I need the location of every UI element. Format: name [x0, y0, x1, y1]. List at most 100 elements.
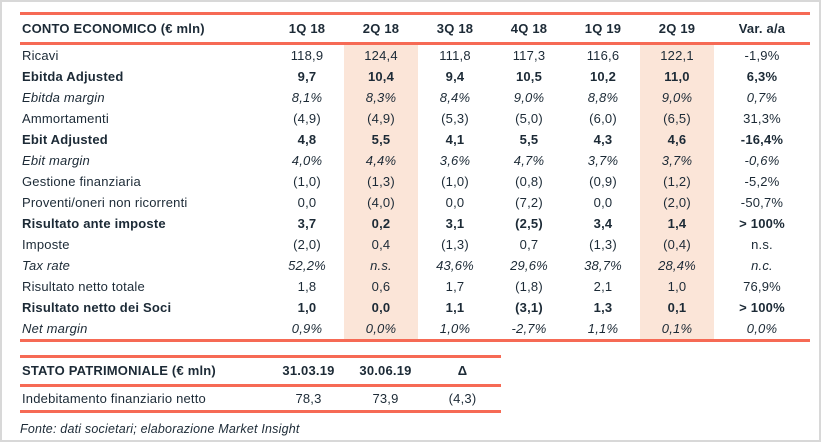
cell: (6,5): [640, 108, 714, 129]
balance-column-header: 31.03.19: [270, 355, 347, 387]
cell: 1,1%: [566, 318, 640, 342]
income-column-header: 1Q 19: [566, 12, 640, 45]
cell: 0,0%: [344, 318, 418, 342]
cell: 4,0%: [291, 153, 323, 168]
cell: 0,7: [519, 237, 539, 252]
cell: 1,8: [297, 279, 317, 294]
cell: 0,1: [640, 297, 714, 318]
cell: 2,1: [593, 279, 613, 294]
cell: 0,0: [445, 195, 465, 210]
cell: 43,6%: [436, 258, 474, 273]
cell: 5,5: [344, 129, 418, 150]
cell: 10,5: [515, 69, 543, 84]
cell: (1,0): [441, 174, 469, 189]
cell: 0,0: [593, 195, 613, 210]
cell: 4,6: [640, 129, 714, 150]
cell: (2,5): [515, 216, 543, 231]
cell: 1,0: [297, 300, 317, 315]
cell: n.c.: [751, 258, 773, 273]
row-label: Ebitda margin: [22, 90, 105, 105]
cell: 4,4%: [344, 150, 418, 171]
cell: 8,4%: [439, 90, 471, 105]
cell: 9,4: [445, 69, 465, 84]
income-row: Net margin 0,9% 0,0% 1,0% -2,7% 1,1% 0,1% 0,0%: [20, 318, 810, 342]
cell: 0,9%: [270, 318, 344, 342]
cell: 38,7%: [584, 258, 622, 273]
source-note: Fonte: dati societari; elaborazione Mark…: [20, 422, 300, 436]
income-statement-table: CONTO ECONOMICO (€ mln) 1Q 18 2Q 18 3Q 18 4Q…: [20, 12, 810, 342]
income-column-header: 4Q 18: [492, 12, 566, 45]
cell: > 100%: [739, 300, 785, 315]
cell: 0,1%: [640, 318, 714, 342]
row-label: Risultato netto dei Soci: [22, 300, 172, 315]
cell: > 100%: [739, 216, 785, 231]
cell: 6,3%: [746, 69, 778, 84]
cell: 117,3: [512, 48, 546, 63]
cell: 8,1%: [291, 90, 323, 105]
row-label: Ebitda Adjusted: [22, 69, 124, 84]
cell: (5,0): [515, 111, 543, 126]
cell: 3,6%: [439, 153, 471, 168]
cell: 0,0: [297, 195, 317, 210]
income-row: Ebitda margin 8,1% 8,3% 8,4% 9,0% 8,8% 9,0% 0,7…: [20, 87, 810, 108]
cell: 31,3%: [743, 111, 781, 126]
cell: -5,2%: [744, 174, 780, 189]
balance-header-row: STATO PATRIMONIALE (€ mln) 31.03.19 30.06.…: [20, 355, 501, 387]
cell: (4,3): [424, 385, 501, 413]
cell: 124,4: [344, 43, 418, 66]
cell: 3,7%: [640, 150, 714, 171]
cell: 76,9%: [743, 279, 781, 294]
cell: (4,9): [293, 111, 321, 126]
cell: 4,8: [297, 132, 317, 147]
row-label: Risultato ante imposte: [22, 216, 166, 231]
cell: (1,3): [589, 237, 617, 252]
income-header-row: CONTO ECONOMICO (€ mln) 1Q 18 2Q 18 3Q 18 4Q…: [20, 12, 810, 45]
cell: (2,0): [293, 237, 321, 252]
cell: 4,1: [445, 132, 465, 147]
income-title: CONTO ECONOMICO (€ mln): [20, 12, 270, 45]
cell: n.s.: [751, 237, 773, 252]
income-row: Ebit Adjusted 4,8 5,5 4,1 5,5 4,3 4,6 -16,4%: [20, 129, 810, 150]
income-column-header: 3Q 18: [418, 12, 492, 45]
row-label: Risultato netto totale: [22, 279, 145, 294]
row-label: Gestione finanziaria: [22, 174, 141, 189]
balance-row: Indebitamento finanziario netto 78,3 73,9(…: [20, 385, 501, 413]
cell: 4,3: [593, 132, 613, 147]
balance-column-header: Δ: [424, 355, 501, 387]
row-label: Imposte: [22, 237, 70, 252]
cell: -1,9%: [744, 48, 780, 63]
income-column-header: Var. a/a: [714, 12, 810, 45]
cell: 3,7%: [587, 153, 619, 168]
balance-title: STATO PATRIMONIALE (€ mln): [20, 355, 270, 387]
cell: (4,0): [344, 192, 418, 213]
cell: 9,0%: [640, 87, 714, 108]
cell: 28,4%: [640, 255, 714, 276]
income-column-header: 2Q 18: [344, 12, 418, 45]
cell: 78,3: [270, 385, 347, 413]
cell: 29,6%: [510, 258, 548, 273]
cell: (2,0): [640, 192, 714, 213]
cell: 1,3: [593, 300, 613, 315]
income-row: Tax rate 52,2% n.s. 43,6% 29,6% 38,7% 28,4% n.c…: [20, 255, 810, 276]
cell: (1,2): [640, 171, 714, 192]
cell: 1,7: [445, 279, 465, 294]
row-label: Tax rate: [22, 258, 71, 273]
cell: 1,4: [640, 213, 714, 234]
balance-column-header: 30.06.19: [347, 355, 424, 387]
cell: n.s.: [344, 255, 418, 276]
cell: (1,3): [441, 237, 469, 252]
income-row: Ricavi 118,9 124,4 111,8 117,3 116,6 122,1 -1,9…: [20, 43, 810, 66]
cell: 10,4: [344, 66, 418, 87]
cell: (0,4): [640, 234, 714, 255]
income-row: Risultato ante imposte 3,7 0,2 3,1 (2,5) 3,4 1…: [20, 213, 810, 234]
cell: 0,0%: [714, 318, 810, 342]
income-column-header: 1Q 18: [270, 12, 344, 45]
cell: 0,2: [344, 213, 418, 234]
cell: (5,3): [441, 111, 469, 126]
income-row: Ammortamenti (4,9) (4,9) (5,3) (5,0) (6,0) (6,…: [20, 108, 810, 129]
row-label: Ebit Adjusted: [22, 132, 108, 147]
cell: -0,6%: [744, 153, 780, 168]
income-row: Imposte (2,0) 0,4 (1,3) 0,7 (1,3) (0,4) n.s.: [20, 234, 810, 255]
cell: 0,6: [344, 276, 418, 297]
